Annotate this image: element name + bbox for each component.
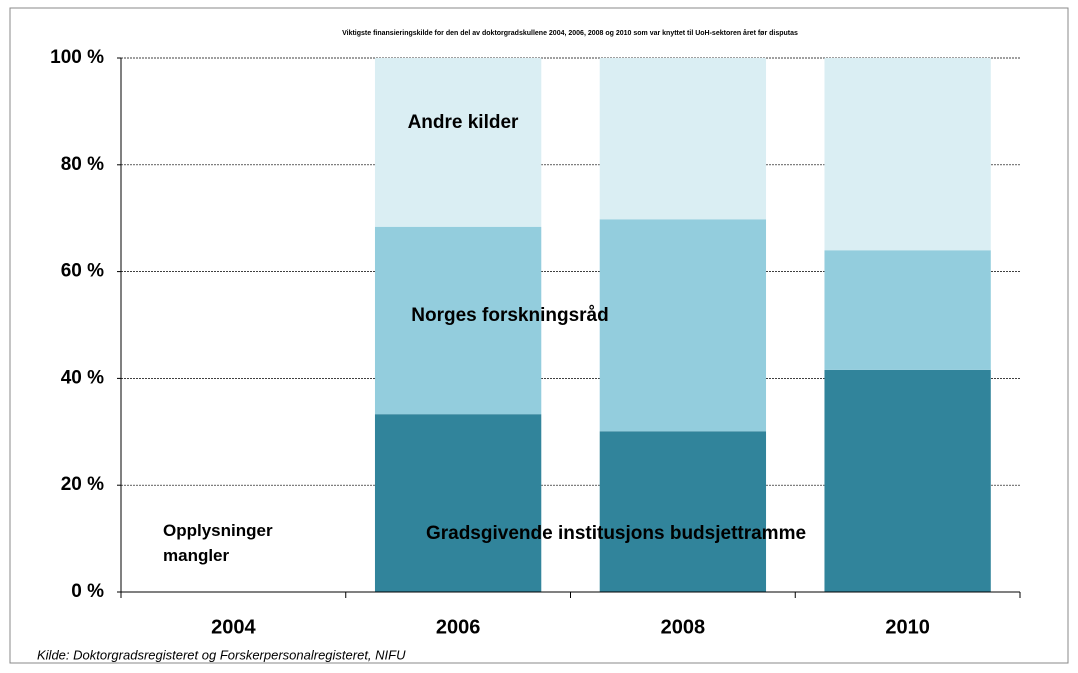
y-tick-label: 40 % xyxy=(61,367,104,388)
annotation: Opplysninger mangler xyxy=(163,521,273,565)
bar-segment xyxy=(824,369,991,592)
x-tick-label: 2008 xyxy=(661,616,706,638)
series-label: Norges forskningsråd xyxy=(411,305,608,326)
y-tick-label: 60 % xyxy=(61,261,104,282)
bar-segment xyxy=(824,250,991,370)
x-tick-label: 2006 xyxy=(436,616,481,638)
series-label: Gradsgivende institusjons budsjettramme xyxy=(426,523,806,544)
bar-segment xyxy=(599,58,767,220)
bar-segment xyxy=(599,219,767,432)
bar-segment xyxy=(374,414,542,592)
chart-title: Viktigste finansieringskilde for den del… xyxy=(342,29,798,37)
x-tick-label: 2010 xyxy=(885,616,930,638)
y-tick-label: 80 % xyxy=(61,154,104,175)
bar-segment xyxy=(374,58,542,227)
y-tick-label: 0 % xyxy=(71,581,104,602)
bar-segment xyxy=(374,226,542,415)
bar-segment xyxy=(599,431,767,592)
x-tick-label: 2004 xyxy=(211,616,256,638)
series-label: Andre kilder xyxy=(408,112,519,133)
bar-segment xyxy=(824,58,991,251)
y-tick-label: 20 % xyxy=(61,474,104,495)
source-note: Kilde: Doktorgradsregisteret og Forskerp… xyxy=(37,647,406,662)
y-tick-label: 100 % xyxy=(50,47,104,68)
